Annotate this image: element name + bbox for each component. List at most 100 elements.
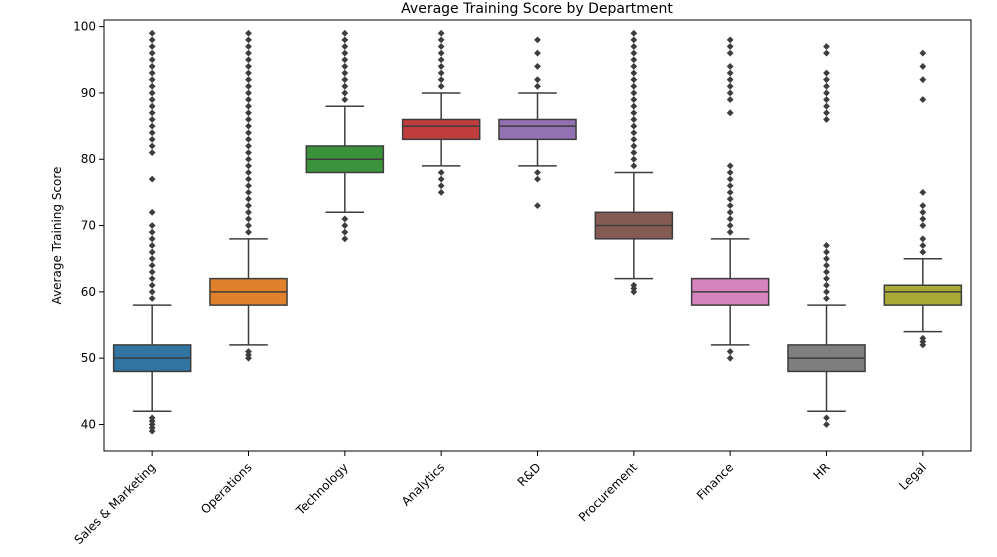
outlier-point xyxy=(148,122,156,130)
outlier-point xyxy=(245,195,252,203)
outlier-point xyxy=(726,182,734,190)
outlier-point xyxy=(148,76,156,84)
outlier-point xyxy=(534,175,541,183)
outlier-point xyxy=(245,202,252,210)
outlier-point xyxy=(245,102,252,110)
outlier-point xyxy=(148,149,156,157)
outlier-point xyxy=(823,116,830,123)
outlier-point xyxy=(823,242,830,249)
outlier-point xyxy=(148,135,156,143)
outlier-point xyxy=(919,248,927,256)
outlier-point xyxy=(919,334,927,342)
outlier-point xyxy=(823,49,830,57)
outlier-point xyxy=(148,208,156,216)
outlier-point xyxy=(341,222,349,229)
outlier-point xyxy=(341,228,349,236)
outlier-point xyxy=(630,89,638,97)
outlier-point xyxy=(437,36,445,44)
outlier-point xyxy=(148,102,156,110)
outlier-point xyxy=(534,82,541,90)
outlier-point xyxy=(823,109,830,117)
y-tick-label: 90 xyxy=(81,86,96,100)
outlier-point xyxy=(341,215,349,223)
chart-title: Average Training Score by Department xyxy=(401,1,673,17)
outlier-point xyxy=(726,109,734,117)
outlier-point xyxy=(245,29,252,37)
outlier-point xyxy=(437,69,445,77)
box-finance xyxy=(690,36,770,362)
outlier-point xyxy=(245,175,252,183)
outlier-point xyxy=(534,36,541,44)
outlier-point xyxy=(630,162,638,170)
x-tick-label: Procurement xyxy=(576,460,640,524)
box-r-d xyxy=(498,36,577,210)
outlier-point xyxy=(726,189,734,196)
outlier-point xyxy=(726,169,734,176)
outlier-point xyxy=(534,202,541,210)
outlier-point xyxy=(919,96,927,103)
outlier-point xyxy=(148,228,156,236)
outlier-point xyxy=(341,49,349,57)
outlier-point xyxy=(245,169,252,176)
outlier-point xyxy=(534,76,541,84)
outlier-point xyxy=(245,89,252,97)
outlier-point xyxy=(919,208,927,216)
box-iqr xyxy=(883,284,963,306)
outlier-point xyxy=(437,43,445,50)
outlier-point xyxy=(919,76,927,84)
outlier-point xyxy=(630,76,638,84)
box-iqr xyxy=(498,118,577,141)
outlier-point xyxy=(726,162,734,170)
outlier-point xyxy=(726,348,734,355)
outlier-point xyxy=(245,63,252,70)
outlier-point xyxy=(823,288,830,296)
outlier-point xyxy=(726,202,734,210)
x-tick-label: HR xyxy=(810,460,832,482)
outlier-point xyxy=(726,76,734,84)
outlier-point xyxy=(823,82,830,90)
x-tick-label: Analytics xyxy=(399,460,447,508)
outlier-point xyxy=(245,162,252,170)
outlier-point xyxy=(630,149,638,157)
box-procurement xyxy=(594,29,674,296)
outlier-point xyxy=(245,208,252,216)
outlier-point xyxy=(630,129,638,137)
outlier-point xyxy=(630,96,638,103)
outlier-point xyxy=(823,89,830,97)
outlier-point xyxy=(148,129,156,137)
outlier-point xyxy=(341,76,349,84)
outlier-point xyxy=(148,109,156,117)
outlier-point xyxy=(726,175,734,183)
outlier-point xyxy=(245,43,252,50)
outlier-point xyxy=(437,189,445,196)
outlier-point xyxy=(148,69,156,77)
outlier-point xyxy=(630,116,638,123)
y-tick-label: 50 xyxy=(81,351,96,365)
outlier-point xyxy=(726,215,734,223)
outlier-point xyxy=(148,261,156,269)
outlier-point xyxy=(148,248,156,256)
outlier-point xyxy=(341,29,349,37)
outlier-point xyxy=(919,202,927,210)
outlier-point xyxy=(245,189,252,196)
outlier-point xyxy=(630,102,638,110)
outlier-point xyxy=(148,288,156,296)
outlier-point xyxy=(919,235,927,243)
outlier-point xyxy=(148,268,156,276)
outlier-point xyxy=(148,255,156,263)
outlier-point xyxy=(630,63,638,70)
outlier-point xyxy=(245,215,252,223)
outlier-point xyxy=(630,122,638,130)
x-tick-label: Operations xyxy=(198,460,255,517)
outlier-point xyxy=(437,49,445,57)
outlier-point xyxy=(148,414,156,422)
outlier-point xyxy=(919,189,927,196)
outlier-point xyxy=(245,135,252,143)
outlier-point xyxy=(630,155,638,163)
outlier-point xyxy=(341,69,349,77)
outlier-point xyxy=(245,182,252,190)
box-sales-marketing xyxy=(112,29,192,435)
x-tick-label: Finance xyxy=(694,460,736,502)
outlier-point xyxy=(726,354,734,362)
outlier-point xyxy=(245,76,252,84)
